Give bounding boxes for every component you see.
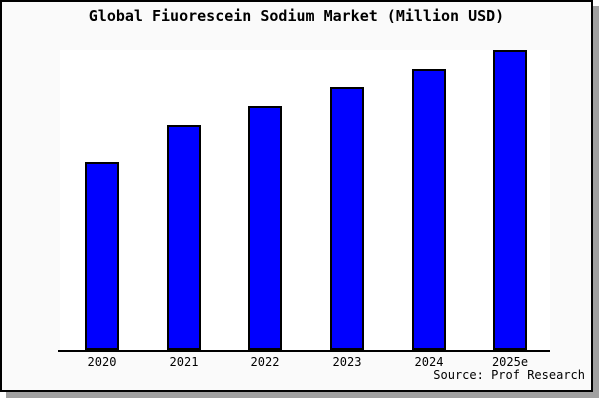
bar-2021: [167, 125, 201, 350]
plot-area: [60, 50, 550, 350]
x-tick-label-2024: 2024: [414, 355, 444, 369]
x-tick-label-2022: 2022: [250, 355, 280, 369]
chart-title: Global Fiuorescein Sodium Market (Millio…: [88, 7, 505, 25]
bar-2022: [248, 106, 282, 350]
bar-2025e: [493, 50, 527, 350]
x-axis-line: [58, 350, 550, 352]
bar-2024: [412, 69, 446, 350]
x-tick-label-2025e: 2025e: [491, 355, 529, 369]
x-tick-label-2023: 2023: [332, 355, 362, 369]
x-tick-label-2020: 2020: [87, 355, 117, 369]
bar-2023: [330, 87, 364, 350]
x-tick-label-2021: 2021: [169, 355, 199, 369]
bar-2020: [85, 162, 119, 350]
source-label: Source: Prof Research: [433, 368, 585, 382]
